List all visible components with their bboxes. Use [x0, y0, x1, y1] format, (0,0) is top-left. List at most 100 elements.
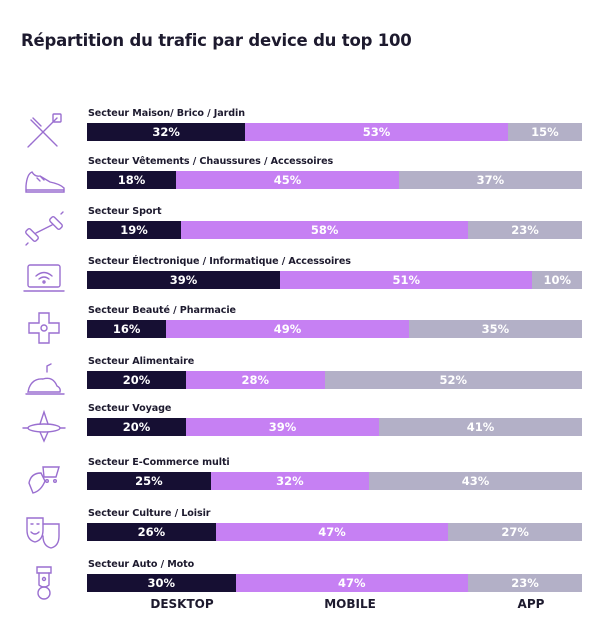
bar-segment-mobile: 53%	[245, 123, 508, 141]
data-label: 20%	[122, 420, 151, 434]
data-label: 43%	[461, 474, 490, 488]
stacked-bar: 30% 47% 23%	[87, 574, 582, 592]
bar-segment-app: 37%	[398, 171, 582, 189]
category-label: Secteur Sport	[88, 206, 162, 217]
data-label: 47%	[338, 576, 366, 590]
chart-title: Répartition du trafic par device du top …	[21, 31, 412, 50]
data-label: 19%	[120, 223, 148, 237]
bar-segment-mobile: 49%	[166, 320, 409, 338]
bar-segment-desktop: 16%	[87, 320, 167, 338]
stacked-bar: 20% 39% 41%	[87, 418, 582, 436]
chart-row: Secteur Vêtements / Chaussures / Accesso…	[0, 156, 612, 204]
data-label: 32%	[276, 474, 304, 488]
legend-item-app: APP	[517, 597, 545, 611]
data-label: 53%	[362, 125, 391, 139]
data-label: 37%	[476, 173, 505, 187]
data-label: 27%	[501, 525, 529, 539]
dumbbell-icon	[21, 206, 67, 252]
data-label: 41%	[466, 420, 495, 434]
bar-segment-desktop: 20%	[87, 371, 186, 389]
chart-row: Secteur Voyage 20% 39% 41%	[0, 403, 612, 451]
category-label: Secteur Maison/ Brico / Jardin	[88, 108, 245, 119]
bar-segment-app: 52%	[324, 371, 582, 389]
bar-segment-app: 15%	[507, 123, 582, 141]
chart-row: Secteur Auto / Moto 30% 47% 23%	[0, 559, 612, 607]
theater-masks-icon	[21, 508, 67, 554]
bar-segment-mobile: 51%	[280, 271, 533, 289]
data-label: 32%	[152, 125, 180, 139]
bar-segment-app: 10%	[532, 271, 582, 289]
bar-segment-app: 23%	[468, 574, 582, 592]
bar-segment-desktop: 25%	[87, 472, 211, 490]
category-label: Secteur Auto / Moto	[88, 559, 195, 570]
bar-segment-mobile: 32%	[210, 472, 370, 490]
bar-segment-desktop: 30%	[87, 574, 236, 592]
sneaker-icon	[21, 156, 67, 202]
stacked-bar: 16% 49% 35%	[87, 320, 582, 338]
data-label: 47%	[318, 525, 346, 539]
chart-row: Secteur Sport 19% 58% 23%	[0, 206, 612, 254]
data-label: 58%	[310, 223, 339, 237]
bar-segment-desktop: 20%	[87, 418, 186, 436]
bar-segment-mobile: 58%	[181, 221, 469, 239]
chart-row: Secteur Culture / Loisir 26% 47% 27%	[0, 508, 612, 556]
category-label: Secteur Culture / Loisir	[88, 508, 211, 519]
category-label: Secteur Beauté / Pharmacie	[88, 305, 236, 316]
stacked-bar: 32% 53% 15%	[87, 123, 582, 141]
bar-segment-app: 43%	[369, 472, 582, 490]
legend-item-desktop: DESKTOP	[150, 597, 214, 611]
chart-row: Secteur Maison/ Brico / Jardin 32% 53% 15%	[0, 108, 612, 156]
stacked-bar: 39% 51% 10%	[87, 271, 582, 289]
category-label: Secteur Électronique / Informatique / Ac…	[88, 256, 351, 267]
bar-segment-mobile: 47%	[235, 574, 469, 592]
data-label: 45%	[273, 173, 302, 187]
scooter-icon	[21, 559, 67, 605]
food-icon	[21, 356, 67, 402]
data-label: 25%	[135, 474, 163, 488]
bar-segment-app: 23%	[468, 221, 582, 239]
bar-segment-app: 41%	[379, 418, 582, 436]
data-label: 39%	[268, 420, 297, 434]
chart-row: Secteur Alimentaire 20% 28% 52%	[0, 356, 612, 404]
bar-segment-desktop: 18%	[87, 171, 177, 189]
stacked-bar: 25% 32% 43%	[87, 472, 582, 490]
category-label: Secteur Voyage	[88, 403, 172, 414]
ecommerce-icon	[21, 457, 67, 503]
chart-row: Secteur E-Commerce multi 25% 32% 43%	[0, 457, 612, 505]
data-label: 52%	[439, 373, 468, 387]
legend-item-mobile: MOBILE	[324, 597, 376, 611]
tools-icon	[21, 108, 67, 154]
category-label: Secteur Alimentaire	[88, 356, 195, 367]
stacked-bar: 26% 47% 27%	[87, 523, 582, 541]
laptop-wifi-icon	[21, 256, 67, 302]
bar-segment-mobile: 47%	[215, 523, 449, 541]
data-label: 15%	[531, 125, 559, 139]
bar-segment-mobile: 28%	[186, 371, 325, 389]
bar-segment-app: 35%	[408, 320, 582, 338]
data-label: 18%	[117, 173, 146, 187]
stacked-bar: 20% 28% 52%	[87, 371, 582, 389]
stacked-bar: 18% 45% 37%	[87, 171, 582, 189]
stacked-bar: 19% 58% 23%	[87, 221, 582, 239]
data-label: 30%	[147, 576, 176, 590]
beauty-icon	[21, 305, 67, 351]
bar-segment-mobile: 45%	[176, 171, 399, 189]
bar-segment-mobile: 39%	[186, 418, 380, 436]
chart-row: Secteur Électronique / Informatique / Ac…	[0, 256, 612, 304]
data-label: 23%	[511, 576, 539, 590]
bar-segment-desktop: 26%	[87, 523, 216, 541]
data-label: 23%	[511, 223, 539, 237]
data-label: 16%	[112, 322, 141, 336]
airplane-icon	[21, 403, 67, 449]
bar-segment-desktop: 39%	[87, 271, 281, 289]
data-label: 20%	[122, 373, 151, 387]
data-label: 49%	[273, 322, 302, 336]
data-label: 51%	[392, 273, 421, 287]
data-label: 35%	[481, 322, 510, 336]
data-label: 10%	[543, 273, 571, 287]
category-label: Secteur E-Commerce multi	[88, 457, 230, 468]
data-label: 39%	[169, 273, 198, 287]
data-label: 26%	[137, 525, 166, 539]
bar-segment-app: 27%	[448, 523, 582, 541]
data-label: 28%	[241, 373, 270, 387]
